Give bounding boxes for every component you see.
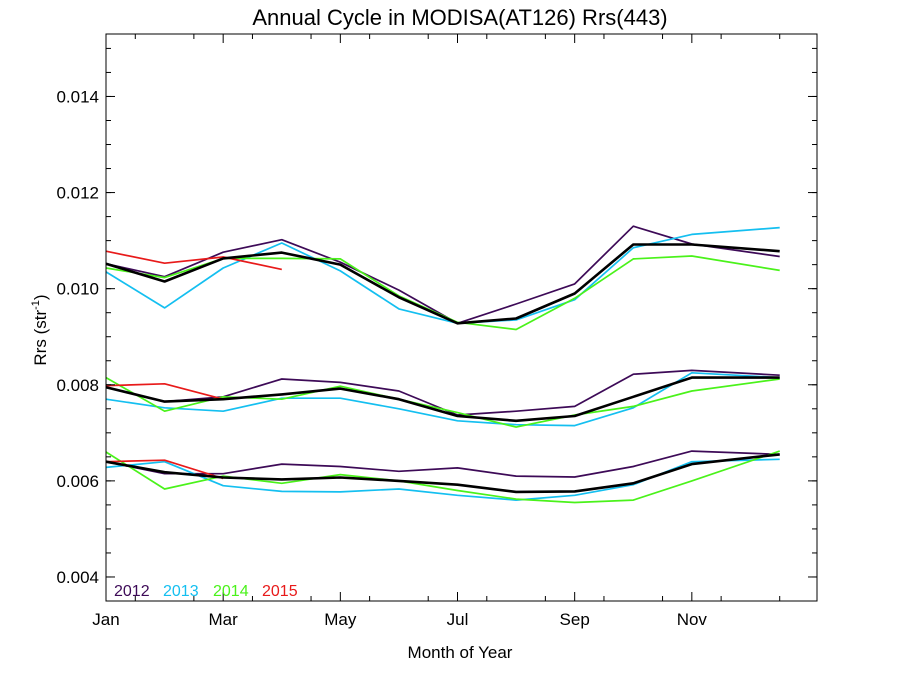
y-tick-label: 0.008 <box>56 376 99 395</box>
legend-item-2012: 2012 <box>114 583 150 600</box>
x-tick-label: Mar <box>209 610 239 629</box>
y-axis-label-close: ) <box>31 294 50 300</box>
chart-title: Annual Cycle in MODISA(AT126) Rrs(443) <box>252 5 667 30</box>
legend-item-2014: 2014 <box>213 583 249 600</box>
plot-frame <box>105 33 818 602</box>
x-tick-label: Jul <box>447 610 469 629</box>
series-line-2014-middle <box>105 376 780 428</box>
x-axis-label: Month of Year <box>408 643 513 662</box>
series-line-2014-upper <box>105 255 780 331</box>
y-tick-label: 0.006 <box>56 472 99 491</box>
series-line-2015-lower <box>105 459 224 480</box>
y-tick-label: 0.014 <box>56 87 99 106</box>
legend-item-2013: 2013 <box>163 583 199 600</box>
x-tick-label: May <box>324 610 357 629</box>
x-tick-label: Sep <box>560 610 590 629</box>
x-axis: Jan Mar May Jul Sep Nov <box>92 34 781 629</box>
x-tick-label: Jan <box>92 610 119 629</box>
mean-line-middle <box>105 376 780 423</box>
series-line-2012-lower <box>105 450 780 478</box>
series-line-2013-upper <box>105 226 780 325</box>
series-line-2013-middle <box>105 371 780 427</box>
mean-line-lower <box>105 453 780 494</box>
legend: 2012 2013 2014 2015 <box>114 583 298 600</box>
series-layer <box>105 225 780 504</box>
y-tick-label: 0.010 <box>56 280 99 299</box>
series-line-2015-upper <box>105 250 282 271</box>
series-line-2012-middle <box>105 369 780 416</box>
series-line-2014-lower <box>105 450 780 504</box>
y-axis-label-superscript: -1 <box>30 300 42 310</box>
y-axis-label: Rrs (str-1) <box>30 294 50 365</box>
legend-item-2015: 2015 <box>262 583 298 600</box>
y-tick-label: 0.012 <box>56 184 99 203</box>
x-tick-label: Nov <box>677 610 708 629</box>
y-tick-label: 0.004 <box>56 568 99 587</box>
y-axis: 0.004 0.006 0.008 0.010 0.012 0.014 <box>56 47 817 602</box>
y-axis-label-text: Rrs (str <box>31 310 50 366</box>
mean-line-upper <box>105 243 780 325</box>
series-line-2012-upper <box>105 225 780 325</box>
